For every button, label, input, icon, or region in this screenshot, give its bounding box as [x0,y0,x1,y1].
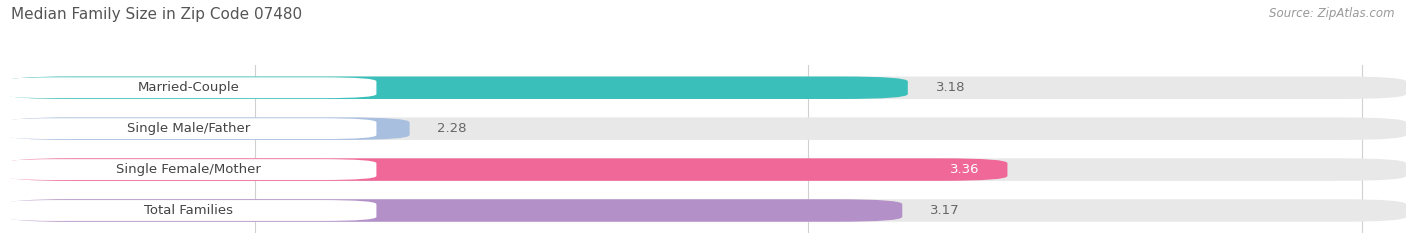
Text: 3.17: 3.17 [929,204,959,217]
FancyBboxPatch shape [6,199,903,222]
FancyBboxPatch shape [6,158,1406,181]
Text: Single Female/Mother: Single Female/Mother [115,163,260,176]
FancyBboxPatch shape [6,158,1008,181]
Text: Total Families: Total Families [143,204,233,217]
Text: 3.36: 3.36 [950,163,980,176]
Text: Median Family Size in Zip Code 07480: Median Family Size in Zip Code 07480 [11,7,302,22]
FancyBboxPatch shape [0,118,377,139]
Text: Source: ZipAtlas.com: Source: ZipAtlas.com [1270,7,1395,20]
FancyBboxPatch shape [0,159,377,180]
FancyBboxPatch shape [6,117,1406,140]
FancyBboxPatch shape [0,200,377,221]
FancyBboxPatch shape [6,76,1406,99]
Text: Married-Couple: Married-Couple [138,81,239,94]
Text: Single Male/Father: Single Male/Father [127,122,250,135]
Text: 3.18: 3.18 [935,81,965,94]
FancyBboxPatch shape [6,117,409,140]
FancyBboxPatch shape [6,76,908,99]
FancyBboxPatch shape [0,77,377,98]
FancyBboxPatch shape [6,199,1406,222]
Text: 2.28: 2.28 [437,122,467,135]
